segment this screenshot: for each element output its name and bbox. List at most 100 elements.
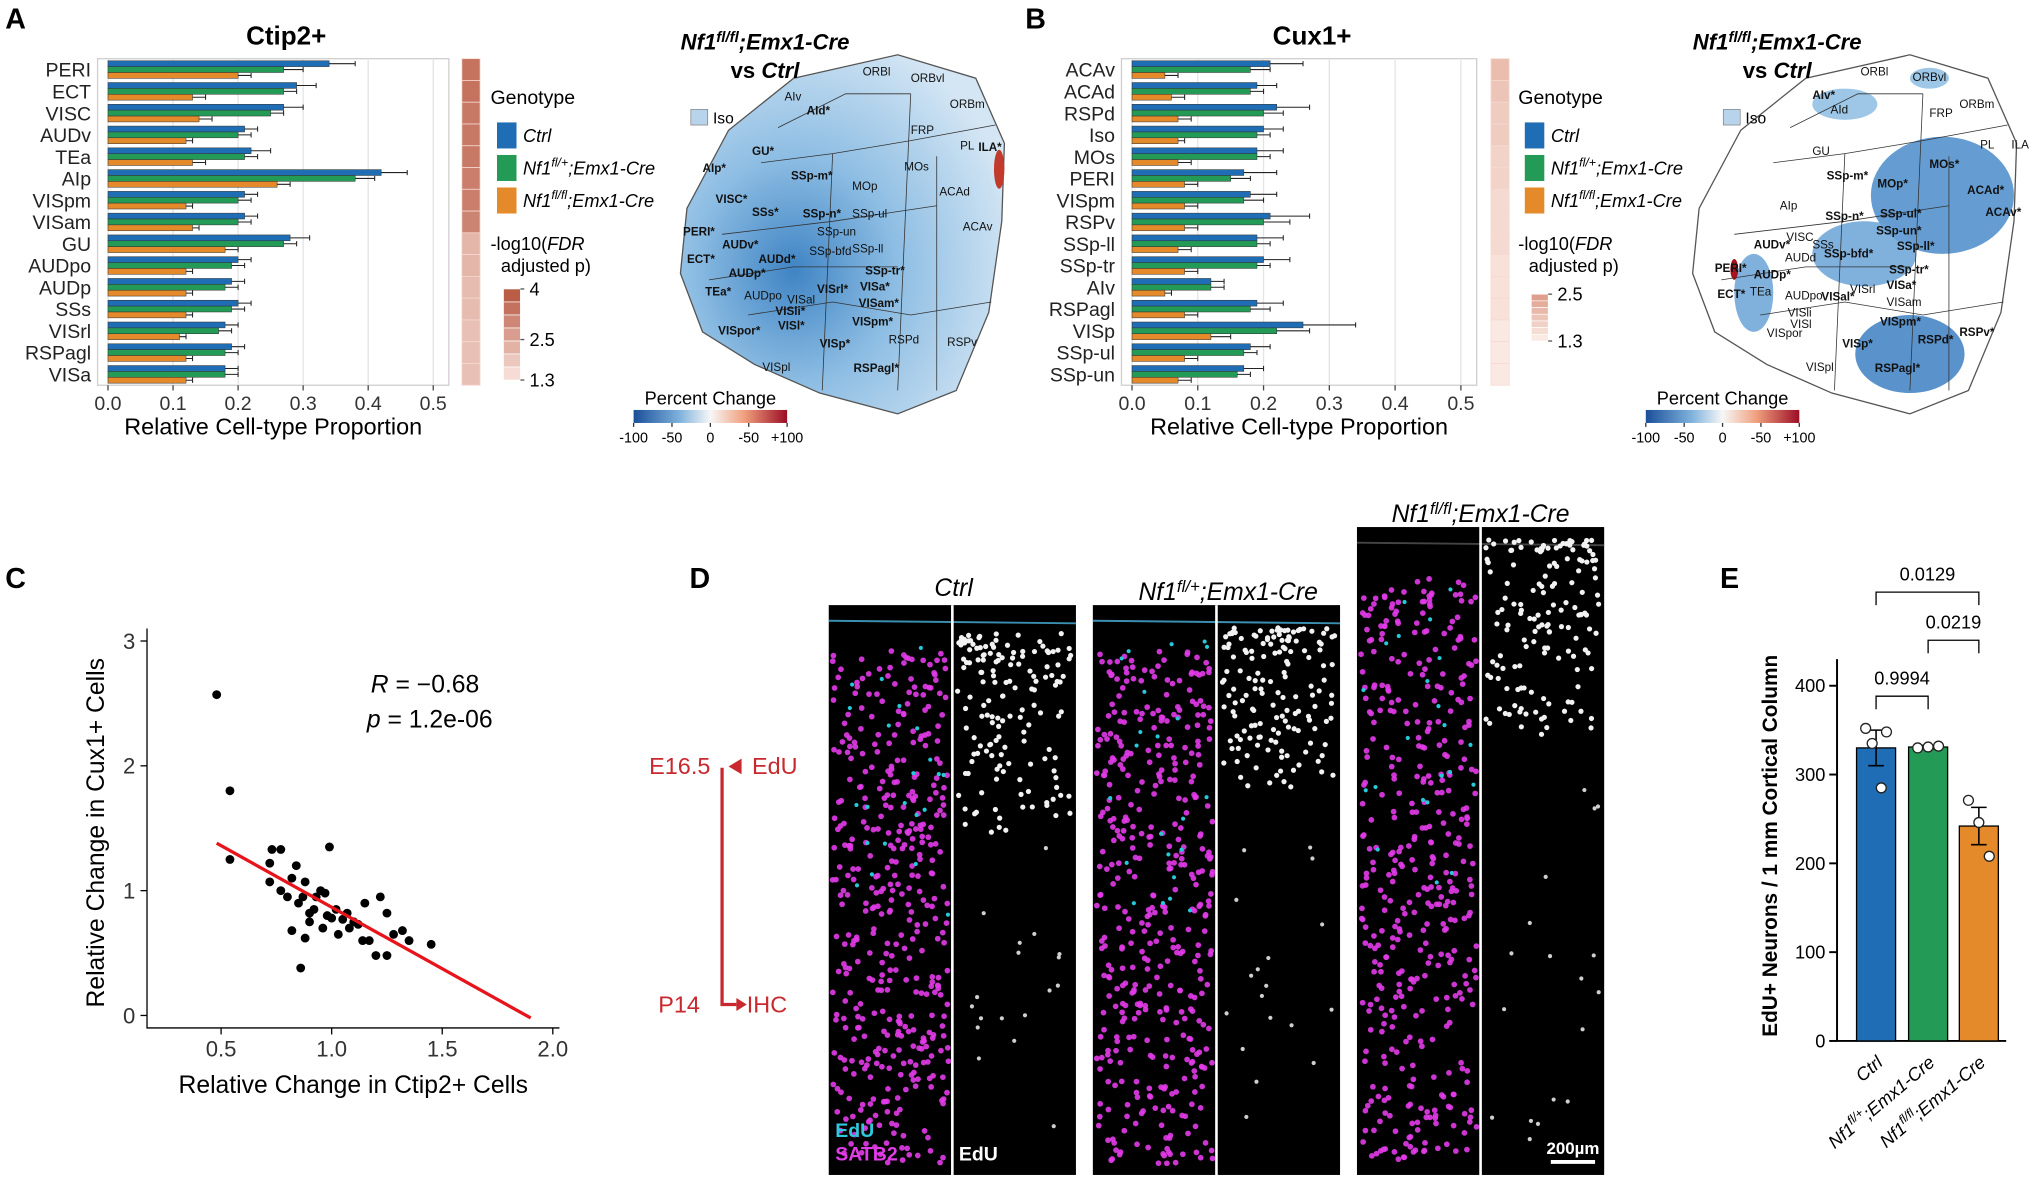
map-hotspot — [1730, 259, 1739, 280]
edu-nucleus — [914, 812, 919, 818]
legend-title: Genotype — [1518, 87, 1603, 109]
satb2-nucleus — [1428, 903, 1435, 910]
y-tick-label: GU — [62, 234, 91, 256]
satb2-nucleus — [922, 742, 929, 749]
satb2-nucleus — [1150, 892, 1156, 899]
satb2-nucleus — [1405, 1103, 1412, 1109]
colorbar-step — [1530, 333, 1549, 342]
legend-label-part: Nf1 — [1551, 158, 1579, 178]
edu-nucleus — [1321, 677, 1327, 683]
error-bar — [381, 169, 408, 176]
satb2-nucleus — [1462, 973, 1468, 979]
satb2-nucleus — [1363, 1048, 1369, 1055]
satb2-nucleus — [1114, 985, 1120, 992]
satb2-nucleus — [944, 967, 951, 974]
satb2-nucleus — [1473, 943, 1480, 950]
error-bar — [1210, 278, 1225, 284]
error-bar — [1243, 365, 1265, 372]
satb2-nucleus — [1170, 936, 1177, 943]
point — [300, 877, 310, 887]
satb2-nucleus — [904, 701, 911, 707]
satb2-nucleus — [900, 1060, 907, 1067]
satb2-nucleus — [1370, 648, 1377, 655]
error-bar — [296, 82, 317, 89]
map-title-part: Nf1 — [1693, 30, 1729, 55]
satb2-nucleus — [837, 1127, 844, 1134]
satb2-nucleus — [1364, 1102, 1371, 1109]
satb2-nucleus — [1360, 833, 1366, 839]
satb2-nucleus — [1195, 952, 1201, 959]
satb2-nucleus — [838, 1089, 844, 1096]
bar — [1131, 256, 1264, 263]
satb2-nucleus — [1191, 958, 1198, 965]
x-axis-label: Relative Change in Ctip2+ Cells — [178, 1072, 527, 1099]
data-point — [1922, 741, 1934, 753]
satb2-nucleus — [1392, 1128, 1399, 1135]
edu-nucleus — [996, 723, 1002, 729]
edu-nucleus — [1053, 775, 1059, 781]
edu-nucleus — [1331, 633, 1338, 639]
satb2-nucleus — [1105, 1078, 1112, 1085]
region-label: SSs* — [752, 206, 779, 219]
bar — [1131, 246, 1179, 253]
legend-label-part: fl/+ — [551, 156, 568, 170]
region-label: GU* — [752, 145, 775, 158]
y-tick-label: VISa — [49, 365, 91, 387]
satb2-nucleus — [1121, 818, 1128, 824]
satb2-nucleus — [1468, 891, 1475, 898]
satb2-nucleus — [1146, 1085, 1153, 1092]
point — [300, 933, 310, 943]
satb2-nucleus — [909, 863, 915, 869]
satb2-nucleus — [1422, 972, 1428, 979]
map-title-part: Ctrl — [761, 58, 800, 83]
edu-nucleus — [1581, 542, 1587, 548]
satb2-nucleus — [1113, 1047, 1119, 1054]
error-bar — [238, 219, 252, 225]
satb2-nucleus — [1119, 982, 1126, 989]
satb2-nucleus — [921, 1128, 928, 1134]
error-bar — [1178, 138, 1186, 144]
satb2-nucleus — [1158, 1122, 1165, 1129]
satb2-nucleus — [1190, 875, 1197, 882]
map-title: Nf1fl/fl;Emx1-Cre — [1693, 29, 1862, 55]
satb2-nucleus — [1358, 651, 1364, 658]
satb2-nucleus — [866, 691, 872, 697]
satb2-nucleus — [1157, 1008, 1163, 1015]
colorbar-tick-label: 0 — [1719, 430, 1727, 446]
satb2-nucleus — [1107, 1058, 1114, 1064]
satb2-nucleus — [898, 822, 904, 829]
satb2-nucleus — [854, 679, 860, 686]
satb2-nucleus — [1445, 787, 1452, 794]
x-tick-label: 1.0 — [316, 1037, 347, 1062]
edu-nucleus — [1329, 1007, 1334, 1012]
error-bar — [218, 328, 233, 334]
satb2-nucleus — [1132, 854, 1139, 861]
edu-nucleus — [1308, 845, 1313, 850]
region-label: VISl* — [778, 319, 805, 332]
satb2-nucleus — [871, 741, 878, 748]
error-bar — [192, 159, 207, 166]
satb2-nucleus — [1401, 589, 1407, 595]
error-bar — [1256, 154, 1271, 160]
colorbar-title-part: -log10( — [1518, 234, 1575, 254]
satb2-nucleus — [907, 1058, 914, 1065]
satb2-nucleus — [1468, 883, 1475, 889]
edu-nucleus — [928, 757, 933, 762]
satb2-nucleus — [1368, 816, 1375, 823]
bar — [107, 104, 284, 111]
edu-nucleus — [1550, 602, 1557, 608]
satb2-nucleus — [1147, 842, 1153, 848]
satb2-nucleus — [881, 795, 888, 801]
edu-nucleus — [1596, 990, 1601, 995]
satb2-nucleus — [895, 1028, 902, 1035]
edu-nucleus — [1593, 630, 1599, 636]
edu-nucleus — [1579, 976, 1584, 981]
satb2-nucleus — [847, 776, 853, 783]
region-label: ORBm — [1959, 98, 1994, 111]
bar — [1131, 175, 1231, 182]
edu-nucleus — [1564, 556, 1570, 562]
edu-nucleus — [1504, 627, 1510, 633]
satb2-nucleus — [911, 1069, 917, 1076]
satb2-nucleus — [878, 813, 884, 820]
satb2-nucleus — [1206, 849, 1212, 856]
